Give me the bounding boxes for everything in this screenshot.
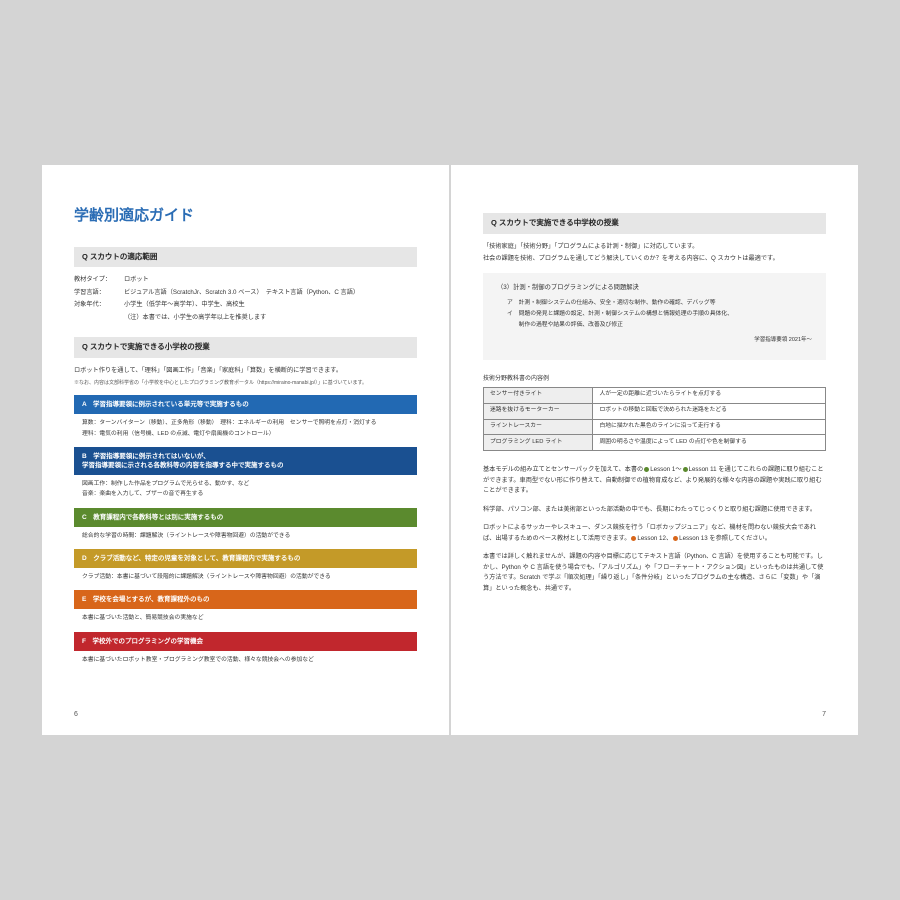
- meta-label: 教材タイプ：: [74, 275, 124, 286]
- table-title: 技術分野教科書の内容例: [483, 374, 826, 384]
- category-header: D クラブ活動など、特定の児童を対象として、教育課程内で実施するもの: [74, 549, 417, 568]
- category-body-line: 図画工作：制作した作品をプログラムで光らせる、動かす、など: [82, 480, 409, 489]
- meta-label: [74, 313, 124, 324]
- page-title: 学齢別適応ガイド: [74, 203, 417, 229]
- body-paragraph: 科学部、パソコン部、または美術部といった部活動の中でも、長期にわたってじっくりと…: [483, 505, 826, 516]
- meta-value: ビジュアル言語（ScratchJr、Scratch 3.0 ベース） テキスト言…: [124, 288, 417, 299]
- body-paragraph: 本書では詳しく触れませんが、課題の内容や目標に応じてテキスト言語（Python、…: [483, 552, 826, 594]
- intro-text: ロボット作りを通して、「理科」「図画工作」「音楽」「家庭科」「算数」を横断的に学…: [74, 366, 417, 377]
- page-left: 学齢別適応ガイド Q スカウトの適応範囲 教材タイプ：ロボット 学習言語：ビジュ…: [42, 165, 449, 735]
- category-body-line: 算数：ターンバイターン（移動）、正多角形（移動） 理科：エネルギーの利用 センサ…: [82, 419, 409, 428]
- quote-item: 制作の過程や結果の評価、改善及び修正: [497, 321, 812, 330]
- table-row: センサー付きライト人が一定の距離に近づいたらライトを点灯する: [484, 387, 826, 403]
- page-number: 7: [822, 709, 826, 721]
- category-body: 総合的な学習の時間：課題解決（ライントレースや障害物回避）の活動ができる: [74, 527, 417, 549]
- page-spread: 学齢別適応ガイド Q スカウトの適応範囲 教材タイプ：ロボット 学習言語：ビジュ…: [42, 165, 858, 735]
- category-body: 算数：ターンバイターン（移動）、正多角形（移動） 理科：エネルギーの利用 センサ…: [74, 414, 417, 447]
- category-body: 図画工作：制作した作品をプログラムで光らせる、動かす、など音楽：楽曲を入力して、…: [74, 475, 417, 508]
- table-cell: ライントレースカー: [484, 419, 593, 435]
- category-header: A 学習指導要領に例示されている単元等で実施するもの: [74, 395, 417, 414]
- category-body: 本書に基づいたロボット教室・プログラミング教室での活動、様々な競技会への参加など: [74, 651, 417, 673]
- footnote-text: ※なお、内容は文部科学省の「小学校を中心としたプログラミング教育ポータル（htt…: [74, 379, 417, 388]
- category-header: F 学校外でのプログラミングの学習機会: [74, 632, 417, 651]
- table-cell: 人が一定の距離に近づいたらライトを点灯する: [593, 387, 826, 403]
- quote-item: イ 問題の発見と課題の設定、計測・制御システムの構想と情報処理の手順の具体化、: [497, 310, 812, 319]
- category-body-line: クラブ活動：本書に基づいて段階的に課題解決（ライントレースや障害物回避）の活動が…: [82, 573, 409, 582]
- table-cell: 迷路を抜けるモーターカー: [484, 403, 593, 419]
- category-header: E 学校を会場とするが、教育課程外のもの: [74, 590, 417, 609]
- table-cell: プログラミング LED ライト: [484, 435, 593, 451]
- meta-value: ロボット: [124, 275, 417, 286]
- intro-text: 「技術家庭」「技術分野」「プログラムによる計測・制御」に対応しています。: [483, 242, 826, 253]
- quote-item: ア 計測・制御システムの仕組み、安全・適切な制作、動作の確認、デバッグ等: [497, 299, 812, 308]
- category-body-line: 本書に基づいたロボット教室・プログラミング教室での活動、様々な競技会への参加など: [82, 656, 409, 665]
- content-table: センサー付きライト人が一定の距離に近づいたらライトを点灯する 迷路を抜けるモータ…: [483, 387, 826, 451]
- meta-label: 対象年代：: [74, 300, 124, 311]
- page-number: 6: [74, 709, 78, 721]
- table-cell: センサー付きライト: [484, 387, 593, 403]
- category-header: C 教育課程内で各教科等とは別に実施するもの: [74, 508, 417, 527]
- meta-value: （注）本書では、小学生の高学年以上を推奨します: [124, 313, 417, 324]
- quote-citation: 学習指導要領 2021年〜: [497, 336, 812, 345]
- table-cell: 白地に描かれた黒色のラインに沿って走行する: [593, 419, 826, 435]
- meta-label: 学習言語：: [74, 288, 124, 299]
- page-right: Q スカウトで実施できる中学校の授業 「技術家庭」「技術分野」「プログラムによる…: [451, 165, 858, 735]
- table-cell: ロボットの移動と回転で決められた迷路をたどる: [593, 403, 826, 419]
- section-header-elementary: Q スカウトで実施できる小学校の授業: [74, 337, 417, 358]
- quote-title: （3）計測・制御のプログラミングによる問題解決: [497, 283, 812, 294]
- table-cell: 周囲の明るさや温度によって LED の点灯や色を制御する: [593, 435, 826, 451]
- category-body: 本書に基づいた活動と、簡易競技会の実施など: [74, 609, 417, 631]
- section-header-scope: Q スカウトの適応範囲: [74, 247, 417, 268]
- category-list: A 学習指導要領に例示されている単元等で実施するもの算数：ターンバイターン（移動…: [74, 395, 417, 673]
- meta-value: 小学生（低学年〜高学年）、中学生、高校生: [124, 300, 417, 311]
- table-row: ライントレースカー白地に描かれた黒色のラインに沿って走行する: [484, 419, 826, 435]
- category-body-line: 音楽：楽曲を入力して、ブザーの音で再生する: [82, 490, 409, 499]
- section-header-junior: Q スカウトで実施できる中学校の授業: [483, 213, 826, 234]
- category-body-line: 総合的な学習の時間：課題解決（ライントレースや障害物回避）の活動ができる: [82, 532, 409, 541]
- intro-text: 社会の課題を技術、プログラムを通してどう解決していくのか？を考える内容に、Q ス…: [483, 254, 826, 265]
- category-body-line: 本書に基づいた活動と、簡易競技会の実施など: [82, 614, 409, 623]
- quote-block: （3）計測・制御のプログラミングによる問題解決 ア 計測・制御システムの仕組み、…: [483, 273, 826, 360]
- scope-meta: 教材タイプ：ロボット 学習言語：ビジュアル言語（ScratchJr、Scratc…: [74, 275, 417, 323]
- category-body: クラブ活動：本書に基づいて段階的に課題解決（ライントレースや障害物回避）の活動が…: [74, 568, 417, 590]
- table-row: 迷路を抜けるモーターカーロボットの移動と回転で決められた迷路をたどる: [484, 403, 826, 419]
- category-body-line: 理科：電気の利用（信号機、LED の点滅、電灯や扇風機のコントロール）: [82, 430, 409, 439]
- category-header: B 学習指導要領に例示されてはいないが、 学習指導要領に示される各教科等の内容を…: [74, 447, 417, 475]
- table-row: プログラミング LED ライト周囲の明るさや温度によって LED の点灯や色を制…: [484, 435, 826, 451]
- body-paragraph: 基本モデルの組み立てとセンサーパックを加えて、本書のLesson 1〜Lesso…: [483, 465, 826, 497]
- body-paragraphs: 基本モデルの組み立てとセンサーパックを加えて、本書のLesson 1〜Lesso…: [483, 465, 826, 594]
- body-paragraph: ロボットによるサッカーやレスキュー、ダンス競技を行う「ロボカップジュニア」など、…: [483, 523, 826, 544]
